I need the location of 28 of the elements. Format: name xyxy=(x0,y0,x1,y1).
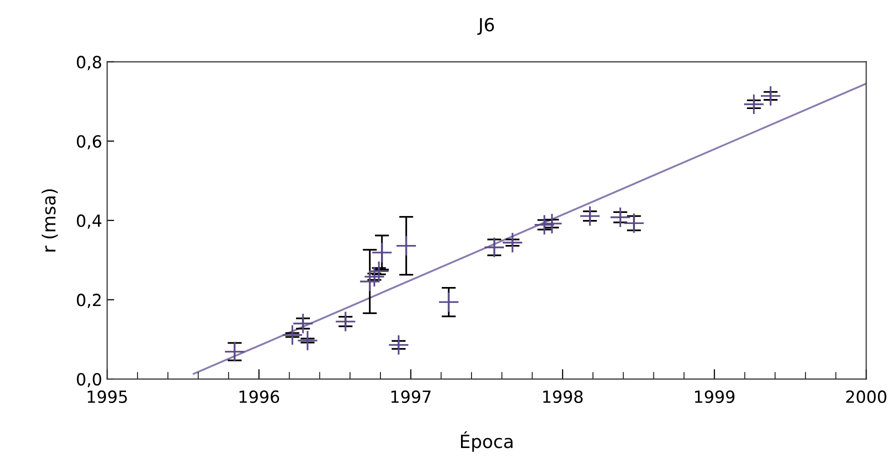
point xyxy=(541,213,563,234)
point xyxy=(438,292,460,313)
point xyxy=(296,330,318,352)
point xyxy=(579,206,600,227)
point xyxy=(334,310,356,332)
x-tick-label: 2000 xyxy=(846,390,886,404)
point xyxy=(743,94,764,115)
y-tick-label: 0,4 xyxy=(76,214,102,229)
y-tick-label: 0,0 xyxy=(76,372,102,388)
point xyxy=(534,214,555,236)
point xyxy=(388,334,410,356)
y-tick-label: 0,6 xyxy=(76,135,102,150)
point xyxy=(502,232,524,254)
x-tick-label: 1996 xyxy=(240,390,280,404)
x-tick-label: 1997 xyxy=(391,390,431,404)
x-tick-label: 1995 xyxy=(88,390,127,404)
point xyxy=(610,206,631,228)
y-tick-label: 0,8 xyxy=(76,56,102,70)
point xyxy=(760,85,782,106)
x-tick-label: 1999 xyxy=(695,390,734,404)
point xyxy=(396,235,417,256)
x-axis-title: Época xyxy=(461,431,512,452)
y-tick-label: 0,2 xyxy=(76,294,101,308)
x-tick-label: 1998 xyxy=(543,390,583,404)
y-axis-title: r (msa) xyxy=(42,189,58,252)
point xyxy=(364,266,385,288)
chart-title: J6 xyxy=(477,18,494,35)
point xyxy=(371,242,392,264)
